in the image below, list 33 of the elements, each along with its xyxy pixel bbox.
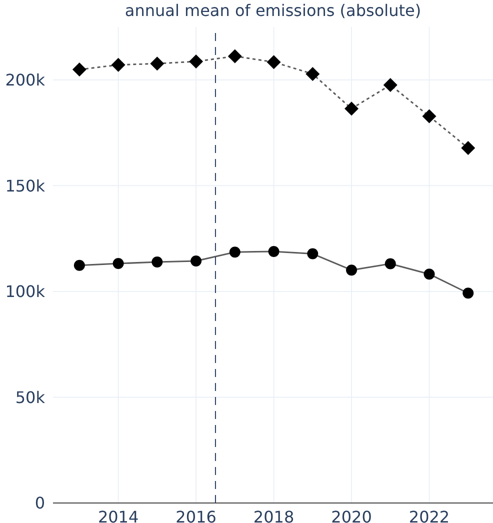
y-tick-label: 200k [5, 70, 46, 90]
point [229, 246, 240, 258]
y-tick-label: 100k [5, 282, 46, 302]
point [383, 78, 398, 92]
chart-title: annual mean of emissions (absolute) [124, 1, 422, 20]
x-tick-label: 2016 [176, 507, 216, 523]
point [266, 55, 281, 70]
point [462, 288, 474, 299]
point [72, 62, 86, 77]
point [190, 255, 202, 266]
y-tick-label: 0 [34, 494, 45, 513]
point [268, 246, 280, 257]
x-tick-label: 2018 [253, 507, 294, 523]
point [384, 258, 396, 270]
point [461, 141, 476, 156]
point [307, 248, 318, 260]
point [344, 102, 359, 116]
point [74, 260, 85, 271]
x-tick-label: 2022 [408, 507, 450, 523]
point [306, 66, 320, 81]
point [152, 256, 163, 268]
y-tick-label: 50k [15, 388, 46, 407]
point [150, 56, 164, 71]
point [424, 268, 435, 280]
point [422, 109, 436, 124]
point [112, 258, 124, 270]
x-tick-label: 2014 [98, 507, 139, 523]
point [111, 58, 126, 72]
point [189, 54, 204, 68]
point [228, 49, 242, 64]
x-tick-label: 2020 [331, 507, 372, 523]
point [346, 264, 358, 276]
y-tick-label: 150k [5, 176, 46, 196]
